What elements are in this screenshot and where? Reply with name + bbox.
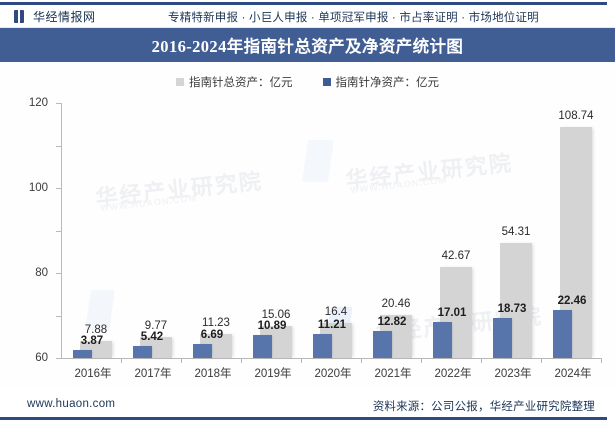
bar-label-total: 11.23 [202, 317, 230, 330]
bar-net-assets[interactable] [373, 330, 392, 358]
y-axis-tick-label: 60 [35, 352, 48, 364]
x-axis-tick [541, 358, 542, 363]
x-axis-category-label: 2020年 [314, 368, 352, 380]
bar-group[interactable]: 7.88 3.87 2016年 [61, 103, 121, 380]
x-axis-tick [301, 358, 302, 363]
bar-label-net: 6.69 [200, 328, 224, 341]
y-axis-tick: 80 [35, 188, 61, 279]
bar-group[interactable]: 9.77 5.42 2017年 [121, 103, 181, 380]
bar-group[interactable]: 108.74 22.46 2024年 [541, 103, 601, 380]
bar-group[interactable]: 16.4 11.21 2020年 [301, 103, 361, 380]
brand[interactable]: 华经情报网 [14, 8, 96, 25]
bar-group[interactable]: 54.31 18.73 2023年 [481, 103, 541, 380]
bar-label-net: 12.82 [377, 315, 407, 328]
x-axis-tick [181, 358, 182, 363]
book-bars-logo-icon [14, 10, 27, 23]
bar-label-total: 9.77 [144, 320, 168, 333]
x-axis-category-label: 2024年 [554, 368, 592, 380]
footer-source: 资料来源：公司公报，华经产业研究院整理 [372, 401, 595, 413]
footer-website[interactable]: www.huaon.com [27, 398, 116, 410]
y-axis-tick: 20 [56, 315, 61, 317]
header-divider [0, 27, 615, 28]
footer-accent-bar [0, 417, 607, 420]
bar-label-net: 17.01 [437, 306, 467, 319]
brand-name: 华经情报网 [33, 10, 96, 24]
y-axis-tick: 60 [35, 230, 61, 364]
bar-label-total: 42.67 [441, 250, 471, 263]
bar-label-total: 16.4 [324, 306, 348, 319]
legend-label-net: 指南针净资产：亿元 [335, 77, 440, 89]
bar-net-assets[interactable] [313, 334, 332, 358]
bar-net-assets[interactable] [433, 321, 452, 358]
x-axis-tick [121, 358, 122, 363]
x-axis-category-label: 2016年 [74, 368, 112, 380]
x-axis-tick [481, 358, 482, 363]
x-axis-tick [601, 358, 602, 363]
bar-net-assets[interactable] [553, 310, 572, 358]
bar-label-total: 7.88 [84, 324, 108, 337]
bar-label-total: 15.06 [261, 308, 291, 321]
legend-swatch-icon [176, 78, 184, 86]
bar-label-total: 20.46 [381, 297, 411, 310]
bar-label-net: 5.42 [140, 331, 164, 344]
y-axis-tick: 100 [29, 145, 61, 194]
plot-area: 0 20 40 60 80 100 120 7.883.87 2016年 9.775.42 2017… [29, 97, 602, 380]
y-axis-tick-label: 100 [28, 182, 48, 194]
bar-net-assets[interactable] [133, 346, 152, 358]
x-axis-category-label: 2022年 [434, 368, 472, 380]
bar-label-net: 22.46 [557, 295, 587, 308]
bar-label-total: 108.74 [558, 109, 594, 122]
page-title: 2016-2024年指南针总资产及净资产统计图 [151, 37, 464, 56]
x-axis-category-label: 2019年 [254, 368, 292, 380]
bar-group[interactable]: 20.46 12.82 2021年 [361, 103, 421, 380]
top-accent-bar [0, 2, 607, 5]
bar-group[interactable]: 42.67 17.01 2022年 [421, 103, 481, 380]
x-axis-category-label: 2018年 [194, 368, 232, 380]
y-axis-line [61, 103, 62, 358]
y-axis-tick-label: 80 [35, 267, 48, 279]
y-axis-tick: 0 [56, 358, 61, 359]
bar-group[interactable]: 11.23 6.69 2018年 [181, 103, 241, 380]
y-axis-tick-label: 120 [28, 97, 48, 109]
site-footer: www.huaon.com 资料来源：公司公报，华经产业研究院整理 [0, 388, 615, 427]
chart-title-band: 2016-2024年指南针总资产及净资产统计图 [0, 28, 615, 62]
x-axis-line [61, 358, 601, 359]
bar-net-assets[interactable] [193, 343, 212, 358]
bar-label-net: 18.73 [497, 303, 527, 316]
bar-group[interactable]: 15.06 10.89 2019年 [241, 103, 301, 380]
x-axis-category-label: 2021年 [374, 368, 412, 380]
header-tagline: 专精特新申报 · 小巨人申报 · 单项冠军申报 · 市占率证明 · 市场地位证明 [168, 11, 539, 24]
x-axis-tick [421, 358, 422, 363]
chart-legend: 指南针总资产：亿元 指南针净资产：亿元 [0, 74, 615, 90]
legend-label-total: 指南针总资产：亿元 [189, 77, 293, 89]
y-axis-tick: 40 [56, 273, 61, 274]
x-axis-tick [361, 358, 362, 363]
bar-label-total: 54.31 [501, 225, 531, 238]
bar-net-assets[interactable] [73, 349, 92, 358]
bar-label-net: 11.21 [317, 319, 347, 332]
legend-item-net[interactable]: 指南针净资产：亿元 [322, 74, 440, 90]
legend-swatch-icon [322, 78, 331, 86]
bar-net-assets[interactable] [253, 334, 272, 358]
bar-net-assets[interactable] [493, 318, 512, 358]
legend-item-total[interactable]: 指南针总资产：亿元 [176, 74, 293, 90]
bar-label-net: 3.87 [80, 334, 104, 347]
chart-area: 华经产业研究院 WWW.HUAON.COM 华经产业研究院 WWW.HUAON.… [0, 62, 615, 388]
bar-label-net: 10.89 [257, 319, 287, 332]
y-axis-tick: 120 [29, 97, 61, 109]
site-header: 华经情报网 专精特新申报 · 小巨人申报 · 单项冠军申报 · 市占率证明 · … [0, 5, 615, 28]
x-axis-tick [241, 358, 242, 363]
x-axis-category-label: 2023年 [494, 368, 532, 380]
x-axis-category-label: 2017年 [134, 368, 172, 380]
